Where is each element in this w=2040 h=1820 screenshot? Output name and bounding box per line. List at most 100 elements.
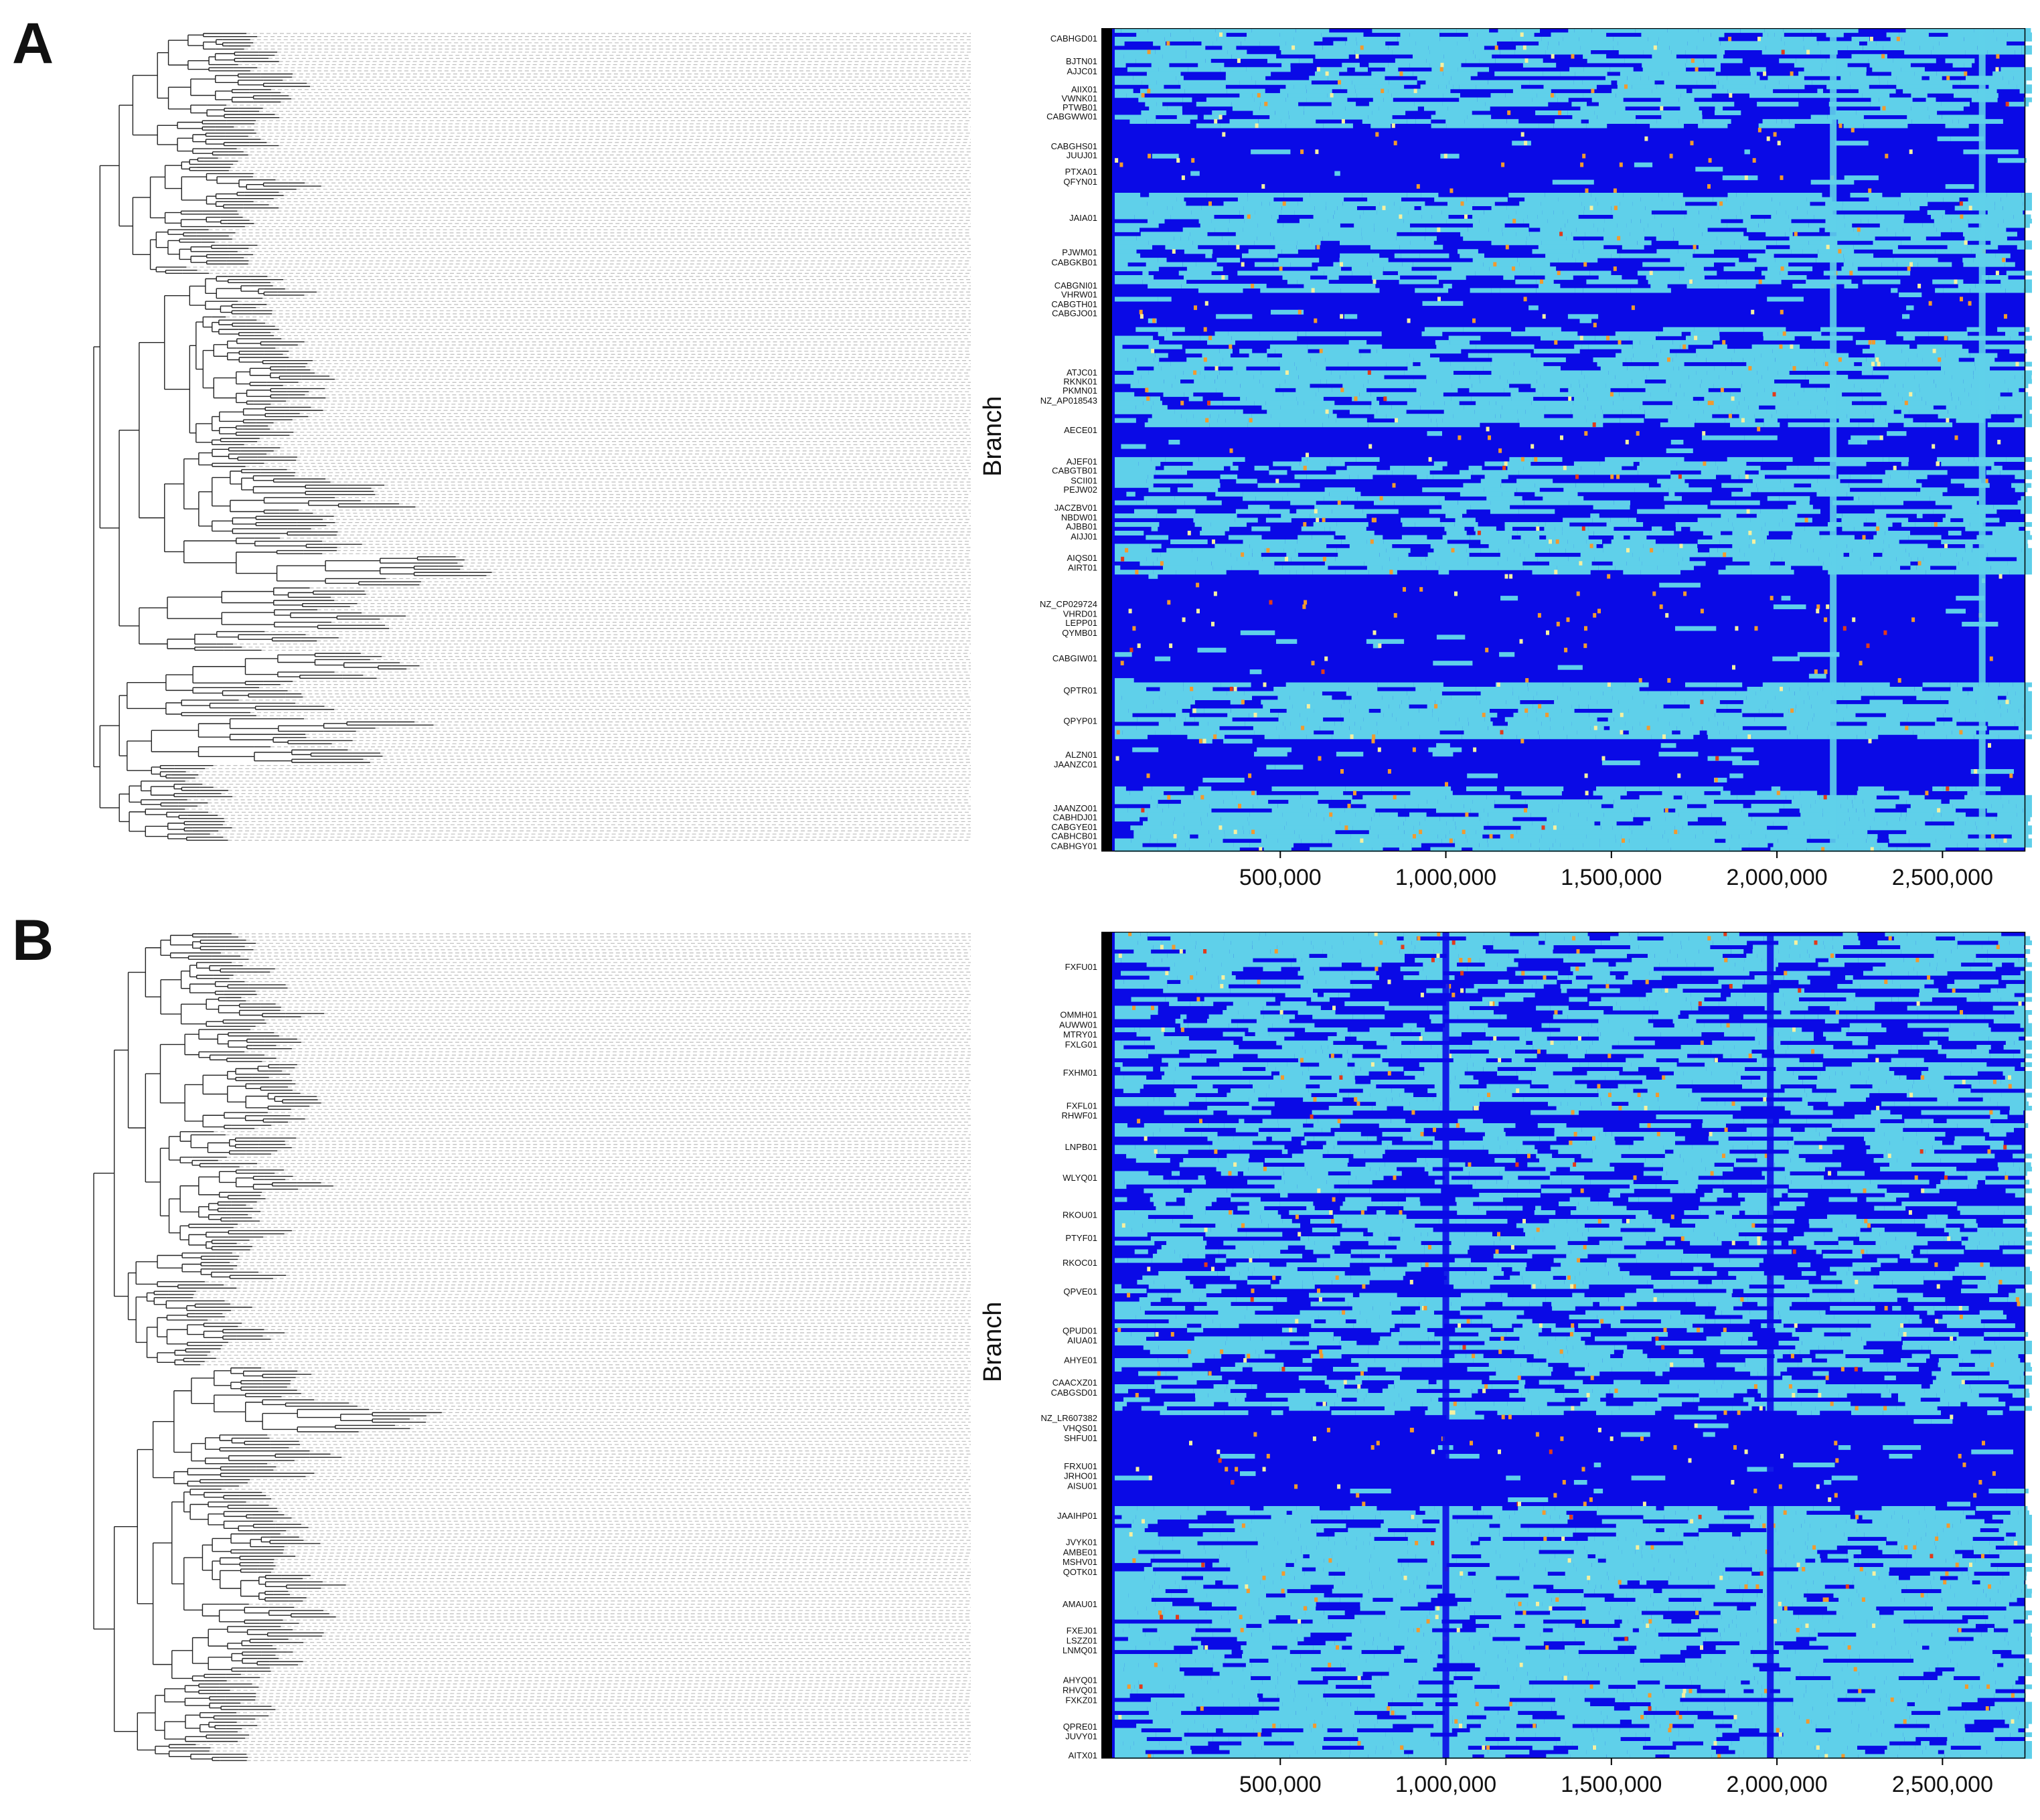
- heatmap-cell: [1200, 383, 1241, 388]
- heatmap-cell: [1585, 188, 1589, 193]
- heatmap-cell: [1868, 188, 1872, 193]
- heatmap-cell: [1502, 461, 1531, 467]
- heatmap-cell: [1420, 361, 1451, 367]
- heatmap-cell: [1919, 84, 1953, 90]
- heatmap-cell: [1237, 223, 1258, 228]
- heatmap-cell: [1585, 232, 1630, 237]
- heatmap-cell: [1428, 45, 1460, 50]
- heatmap-cell: [1370, 270, 1383, 276]
- heatmap-cell: [1437, 76, 1451, 81]
- heatmap-cell: [1403, 218, 1447, 224]
- heatmap-cell: [1387, 227, 1411, 232]
- heatmap-cell: [2006, 270, 2032, 276]
- heatmap-cell: [1703, 58, 1743, 64]
- heatmap-cell: [1261, 405, 1281, 410]
- heatmap-cell: [1361, 227, 1375, 232]
- heatmap-cell: [1648, 36, 1659, 42]
- heatmap-cell: [1115, 392, 1135, 397]
- heatmap-cell: [1880, 491, 1917, 497]
- heatmap-cell: [1790, 361, 1817, 367]
- heatmap-cell: [1798, 71, 1834, 76]
- heatmap-cell: [1872, 67, 1901, 72]
- heatmap-cell: [1426, 374, 1470, 380]
- heatmap-cell: [1943, 288, 1970, 293]
- heatmap-cell: [1854, 383, 1881, 388]
- heatmap-cell: [1437, 422, 1480, 428]
- heatmap-cell: [1261, 184, 1265, 189]
- heatmap-cell: [1488, 227, 1502, 232]
- heatmap-cell: [1396, 236, 1425, 241]
- heatmap-cell: [1928, 102, 1942, 107]
- heatmap-cell: [1354, 396, 1358, 402]
- heatmap-cell: [1657, 41, 1680, 46]
- heatmap-cell: [1656, 93, 1681, 98]
- heatmap-cell: [1661, 223, 1699, 228]
- heatmap-cell: [1220, 67, 1247, 72]
- heatmap-cell: [1932, 444, 1936, 449]
- heatmap-cell: [1945, 58, 1975, 64]
- heatmap-cell: [1668, 71, 1710, 76]
- heatmap-cell: [1890, 474, 1909, 479]
- heatmap-cell: [1772, 414, 1788, 419]
- heatmap-cell: [1834, 28, 1859, 33]
- heatmap-cell: [1472, 218, 1480, 224]
- heatmap-cell: [1512, 141, 1531, 146]
- heatmap-cell: [1631, 305, 1635, 311]
- heatmap-cell: [1484, 474, 1508, 479]
- heatmap-cell: [1783, 28, 1812, 33]
- heatmap-cell: [1797, 205, 1842, 211]
- heatmap-cell: [1190, 28, 1216, 33]
- heatmap-cell: [1449, 340, 1470, 345]
- heatmap-cell: [1322, 422, 1368, 428]
- heatmap-cell: [1143, 400, 1154, 406]
- heatmap-cell: [1512, 258, 1518, 263]
- heatmap-cell: [1115, 374, 1142, 380]
- heatmap-cell: [1184, 275, 1229, 280]
- heatmap-cell: [1254, 240, 1298, 246]
- heatmap-cell: [1554, 340, 1558, 345]
- heatmap-cell: [1879, 357, 1909, 363]
- heatmap-cell: [1372, 97, 1384, 102]
- heatmap-cell: [1563, 210, 1584, 215]
- heatmap-cell: [1943, 197, 1960, 202]
- heatmap-cell: [1422, 349, 1462, 354]
- heatmap-cell: [1586, 418, 1620, 423]
- heatmap-cell: [1440, 153, 1460, 159]
- heatmap-cell: [1956, 418, 1984, 423]
- heatmap-cell: [1388, 88, 1414, 94]
- heatmap-cell: [1694, 327, 1719, 332]
- heatmap-cell: [1951, 227, 1980, 232]
- heatmap-cell: [1756, 483, 1794, 488]
- heatmap-cell: [1537, 93, 1555, 98]
- heatmap-cell: [1333, 262, 1368, 267]
- heatmap-cell: [1279, 422, 1323, 428]
- heatmap-cell: [1849, 270, 1853, 276]
- heatmap-cell: [1865, 409, 1894, 414]
- heatmap-cell: [1730, 422, 1764, 428]
- heatmap-cell: [1469, 388, 1504, 393]
- heatmap-cell: [1593, 223, 1618, 228]
- heatmap-cell: [1719, 327, 1744, 332]
- heatmap-cell: [1880, 383, 1895, 388]
- heatmap-cell: [2023, 288, 2032, 293]
- heatmap-cell: [1491, 205, 1507, 211]
- heatmap-cell: [1698, 123, 1709, 129]
- heatmap-cell: [1768, 32, 1775, 37]
- heatmap-cell: [1244, 214, 1272, 220]
- heatmap-cell: [1393, 141, 1397, 146]
- heatmap-cell: [1148, 370, 1184, 376]
- heatmap-cell: [1868, 340, 1872, 345]
- heatmap-cell: [1567, 314, 1599, 319]
- heatmap-cell: [1888, 483, 1922, 488]
- heatmap-cell: [1345, 106, 1379, 111]
- heatmap-cell: [1505, 93, 1537, 98]
- heatmap-cell: [1115, 214, 1135, 220]
- heatmap-cell: [1517, 409, 1526, 414]
- heatmap-cell: [1578, 270, 1590, 276]
- heatmap-cell: [1827, 400, 1852, 406]
- heatmap-cell: [1523, 218, 1548, 224]
- heatmap-cell: [1964, 388, 2009, 393]
- heatmap-cell: [1132, 80, 1142, 85]
- heatmap-cell: [1942, 517, 1951, 523]
- heatmap-cell: [1574, 344, 1582, 349]
